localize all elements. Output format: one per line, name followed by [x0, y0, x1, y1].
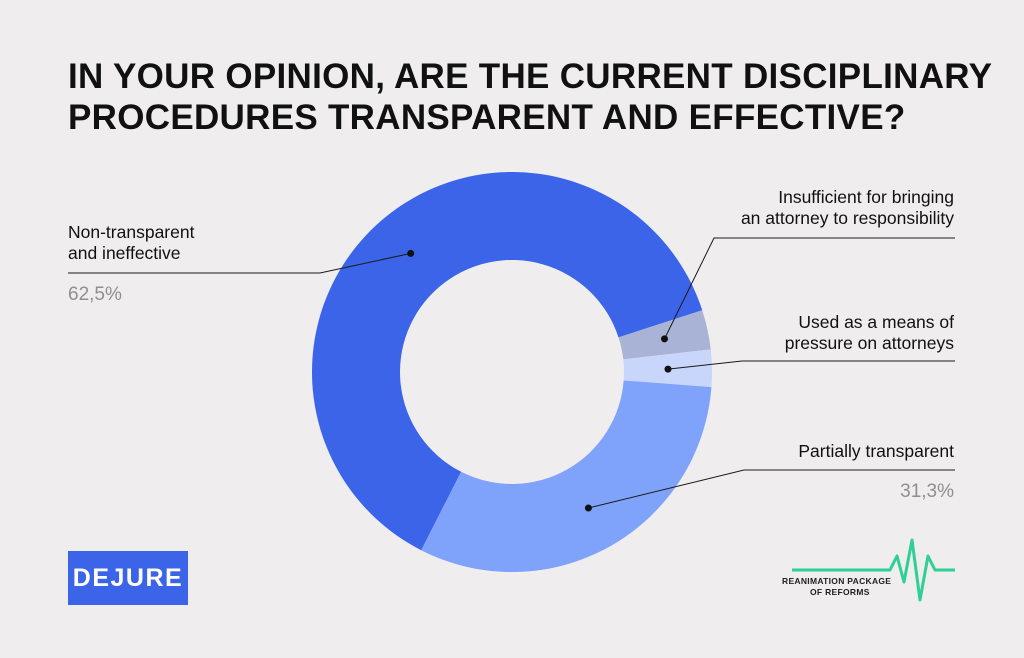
leader-pressure-dot — [664, 365, 672, 373]
label-non-transparent: Non-transparent and ineffective — [68, 222, 194, 264]
rpr-logo-text: REANIMATION PACKAGE OF REFORMS — [782, 576, 962, 597]
label-line: Insufficient for bringing — [778, 187, 954, 207]
leader-partially-transparent-dot — [584, 504, 592, 512]
heartbeat-line — [792, 538, 955, 602]
leader-partially-transparent — [588, 469, 955, 509]
dejure-logo: DEJURE — [68, 551, 188, 605]
leader-non-transparent — [68, 252, 411, 274]
label-line: and ineffective — [68, 243, 181, 263]
leader-pressure — [667, 360, 955, 370]
chart-title-line: PROCEDURES TRANSPARENT AND EFFECTIVE? — [68, 98, 906, 137]
value-partially-transparent: 31,3% — [900, 481, 954, 502]
chart-title-line: IN YOUR OPINION, ARE THE CURRENT DISCIPL… — [68, 57, 993, 96]
label-pressure: Used as a means of pressure on attorneys — [785, 312, 954, 354]
slice-partially-transparent — [421, 380, 712, 572]
label-line: pressure on attorneys — [784, 333, 954, 353]
label-line: Used as a means of — [798, 312, 954, 332]
donut-slices — [311, 171, 712, 572]
label-partially-transparent: Partially transparent — [798, 441, 954, 462]
leader-insufficient — [664, 237, 955, 340]
rpr-logo-line: REANIMATION PACKAGE — [782, 576, 892, 586]
leader-lines — [68, 237, 955, 512]
label-line: Non-transparent — [68, 222, 195, 242]
rpr-logo-line: OF REFORMS — [810, 586, 870, 597]
label-line: an attorney to responsibility — [740, 208, 954, 228]
slice-non-transparent — [311, 171, 703, 551]
heartbeat-icon — [792, 538, 955, 602]
leader-insufficient-dot — [661, 335, 668, 343]
value-non-transparent: 62,5% — [68, 284, 122, 305]
label-line: Partially transparent — [798, 441, 954, 461]
slice-insufficient — [618, 310, 711, 360]
leader-non-transparent-dot — [407, 249, 415, 257]
label-insufficient: Insufficient for bringing an attorney to… — [741, 187, 954, 229]
chart-title: IN YOUR OPINION, ARE THE CURRENT DISCIPL… — [68, 56, 993, 138]
